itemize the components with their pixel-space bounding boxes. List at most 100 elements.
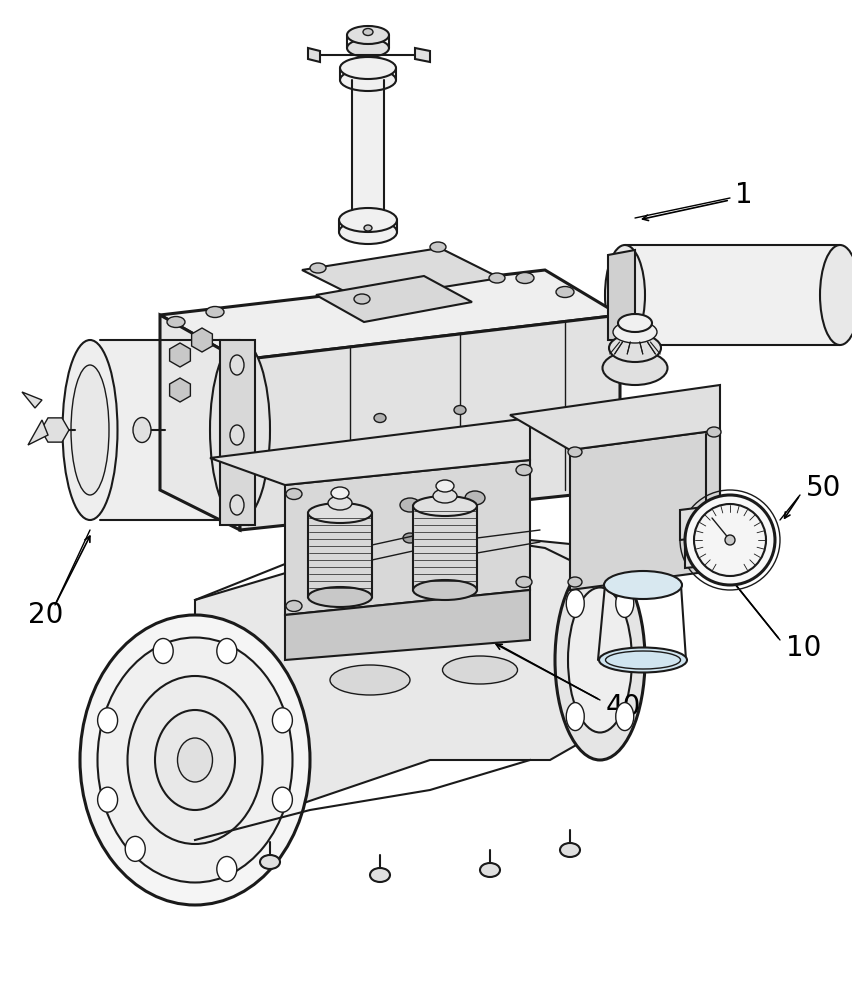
Ellipse shape: [71, 365, 109, 495]
Text: 1: 1: [735, 181, 752, 209]
Ellipse shape: [133, 418, 151, 442]
Ellipse shape: [400, 498, 420, 512]
Polygon shape: [302, 248, 500, 300]
Ellipse shape: [98, 787, 118, 812]
Polygon shape: [28, 420, 48, 445]
Ellipse shape: [330, 665, 410, 695]
Ellipse shape: [605, 245, 645, 345]
Text: 20: 20: [28, 601, 63, 629]
Ellipse shape: [480, 863, 500, 877]
Polygon shape: [316, 276, 472, 322]
Ellipse shape: [465, 491, 485, 505]
Ellipse shape: [604, 571, 682, 599]
Ellipse shape: [403, 533, 417, 543]
Ellipse shape: [370, 868, 390, 882]
Ellipse shape: [125, 836, 145, 861]
Polygon shape: [415, 48, 430, 62]
Ellipse shape: [62, 340, 118, 520]
Ellipse shape: [618, 314, 652, 332]
Polygon shape: [308, 48, 320, 62]
Ellipse shape: [347, 26, 389, 44]
Ellipse shape: [80, 615, 310, 905]
Polygon shape: [510, 385, 720, 450]
Polygon shape: [210, 418, 530, 485]
Ellipse shape: [556, 286, 574, 298]
Polygon shape: [308, 513, 372, 597]
Polygon shape: [240, 315, 620, 530]
Ellipse shape: [433, 489, 457, 503]
Ellipse shape: [340, 69, 396, 91]
Ellipse shape: [516, 272, 534, 284]
Ellipse shape: [167, 316, 185, 328]
Ellipse shape: [363, 28, 373, 35]
Polygon shape: [570, 430, 720, 590]
Polygon shape: [160, 270, 620, 360]
Ellipse shape: [602, 351, 667, 385]
Ellipse shape: [707, 427, 721, 437]
Ellipse shape: [339, 220, 397, 244]
Ellipse shape: [454, 406, 466, 414]
Ellipse shape: [308, 587, 372, 607]
Ellipse shape: [286, 600, 302, 611]
Ellipse shape: [725, 535, 735, 545]
Ellipse shape: [442, 656, 517, 684]
Text: 40: 40: [606, 693, 642, 721]
Ellipse shape: [820, 245, 852, 345]
Ellipse shape: [568, 447, 582, 457]
Ellipse shape: [413, 496, 477, 516]
Ellipse shape: [328, 496, 352, 510]
Ellipse shape: [216, 638, 237, 663]
Polygon shape: [285, 590, 530, 660]
Ellipse shape: [230, 495, 244, 515]
Polygon shape: [680, 505, 720, 540]
Text: 10: 10: [786, 634, 821, 662]
Ellipse shape: [340, 57, 396, 79]
Ellipse shape: [347, 39, 389, 57]
Polygon shape: [160, 315, 240, 530]
Ellipse shape: [206, 306, 224, 318]
Ellipse shape: [567, 703, 584, 731]
Ellipse shape: [98, 708, 118, 733]
Text: 50: 50: [806, 474, 842, 502]
Ellipse shape: [177, 738, 212, 782]
Ellipse shape: [331, 487, 349, 499]
Ellipse shape: [555, 560, 645, 760]
Ellipse shape: [707, 559, 721, 569]
Ellipse shape: [364, 225, 372, 231]
Ellipse shape: [599, 648, 687, 672]
Ellipse shape: [436, 480, 454, 492]
Ellipse shape: [609, 334, 661, 362]
Polygon shape: [22, 392, 42, 408]
Ellipse shape: [216, 857, 237, 882]
Ellipse shape: [430, 242, 446, 252]
Polygon shape: [608, 250, 635, 340]
Ellipse shape: [489, 273, 505, 283]
Ellipse shape: [463, 525, 477, 535]
Ellipse shape: [230, 355, 244, 375]
Ellipse shape: [310, 263, 326, 273]
Ellipse shape: [616, 703, 634, 731]
Ellipse shape: [568, 587, 632, 732]
Ellipse shape: [230, 425, 244, 445]
Ellipse shape: [153, 638, 173, 663]
Ellipse shape: [516, 576, 532, 587]
Ellipse shape: [560, 843, 580, 857]
Ellipse shape: [374, 414, 386, 422]
Ellipse shape: [413, 580, 477, 600]
Ellipse shape: [567, 589, 584, 617]
Ellipse shape: [568, 577, 582, 587]
Polygon shape: [285, 460, 530, 615]
Ellipse shape: [260, 855, 280, 869]
Ellipse shape: [210, 340, 270, 520]
Ellipse shape: [128, 676, 262, 844]
Ellipse shape: [685, 495, 775, 585]
Ellipse shape: [308, 503, 372, 523]
Ellipse shape: [333, 540, 347, 550]
Ellipse shape: [616, 589, 634, 617]
Ellipse shape: [273, 787, 292, 812]
Polygon shape: [413, 506, 477, 590]
Polygon shape: [195, 530, 620, 840]
Polygon shape: [352, 80, 384, 220]
Ellipse shape: [273, 708, 292, 733]
Ellipse shape: [516, 464, 532, 476]
